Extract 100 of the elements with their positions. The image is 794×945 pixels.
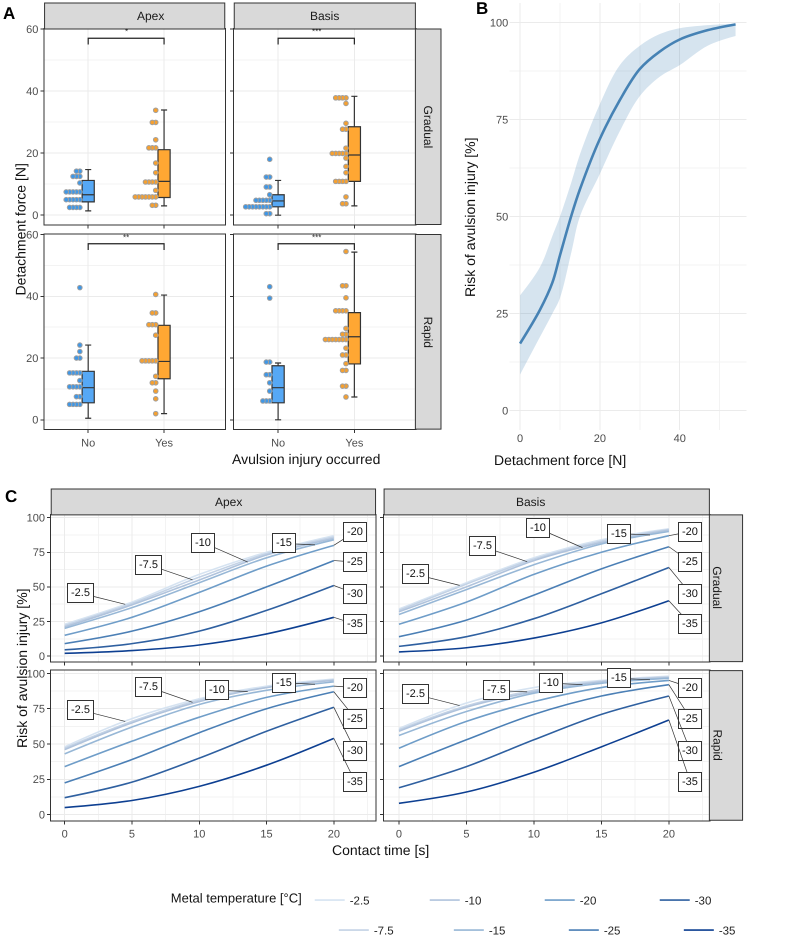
y-tick-label: 75: [32, 547, 46, 560]
legend-label: -2.5: [350, 896, 370, 908]
text: -30: [682, 745, 698, 757]
x-tick-label: 20: [662, 828, 676, 840]
legend-label: -25: [604, 926, 620, 938]
y-tick-label: 0: [32, 210, 38, 222]
annotation: ***: [312, 27, 322, 36]
chart-title: Apex: [215, 495, 242, 509]
x-axis-title: Avulsion injury occurred: [232, 451, 380, 467]
legend-label: -7.5: [374, 926, 394, 938]
series-label: -20: [347, 682, 363, 694]
x-tick-label: 15: [260, 828, 273, 840]
y-tick-label: 25: [32, 616, 46, 628]
text: A: [3, 4, 16, 23]
y-tick-label: 25: [32, 774, 46, 786]
y-tick-label: 100: [26, 668, 46, 680]
text: -2.5: [71, 587, 90, 599]
x-axis-title: Detachment force [N]: [494, 452, 626, 468]
text: Rapid: [710, 729, 724, 761]
text: -35: [347, 618, 363, 630]
text: Gradual: [420, 106, 435, 148]
y-tick-label: 0: [38, 809, 46, 822]
legend-title: Metal temperature [°C]: [170, 890, 302, 906]
x-tick-label: 15: [595, 828, 608, 840]
x-tick-label: Yes: [345, 437, 364, 450]
x-tick-label: 5: [463, 828, 470, 840]
legend-label: -10: [464, 896, 482, 908]
annotation: *: [125, 27, 128, 36]
text: -7.5: [139, 559, 158, 571]
series-label: -15: [611, 672, 627, 684]
y-tick-label: 60: [26, 229, 38, 242]
series-label: -15: [611, 528, 627, 540]
text: -20: [347, 526, 363, 538]
text: -30: [347, 745, 363, 757]
text: -10: [195, 537, 211, 549]
y-tick-label: 60: [26, 24, 38, 36]
chart-title: Basis: [310, 9, 340, 23]
y-tick-label: 25: [496, 308, 508, 320]
series-label: -7.5: [487, 684, 506, 696]
y-tick-label: 20: [26, 148, 38, 160]
series-label: -25: [682, 556, 698, 568]
text: -35: [347, 776, 363, 788]
x-tick-label: 10: [528, 828, 540, 840]
annotation: **: [123, 233, 130, 242]
text: -35: [682, 776, 698, 788]
text: Gradual: [710, 566, 724, 609]
text: -30: [682, 588, 698, 600]
series-label: -2.5: [71, 704, 90, 716]
series-label: -2.5: [406, 688, 425, 700]
y-tick-label: 50: [496, 211, 508, 224]
y-tick-label: 50: [32, 582, 46, 594]
series-label: -10: [543, 677, 559, 689]
series-label: -7.5: [139, 681, 158, 693]
series-label: -15: [276, 677, 292, 689]
x-tick-label: 20: [594, 433, 606, 446]
x-tick-label: 0: [516, 433, 524, 446]
text: -25: [347, 713, 363, 725]
y-tick-label: 40: [26, 86, 38, 98]
x-tick-label: Yes: [155, 437, 174, 450]
text: -25: [347, 556, 363, 568]
text: -30: [347, 588, 363, 600]
y-tick-label: 0: [502, 406, 508, 418]
x-tick-label: 0: [396, 828, 402, 840]
x-tick-label: 5: [128, 828, 136, 840]
y-tick-label: 40: [26, 291, 38, 304]
x-tick-label: 0: [62, 828, 68, 840]
series-label: -2.5: [406, 568, 425, 580]
x-tick-label: No: [81, 437, 96, 450]
x-tick-label: 40: [674, 433, 686, 446]
y-tick-label: 20: [26, 352, 38, 365]
legend-label: -20: [580, 896, 596, 908]
y-tick-label: 75: [496, 114, 508, 126]
x-tick-label: 20: [328, 828, 340, 840]
y-tick-label: 0: [38, 650, 46, 663]
series-label: -7.5: [473, 540, 492, 552]
y-tick-label: 50: [32, 738, 46, 751]
y-tick-label: 0: [32, 414, 38, 427]
annotation: ***: [312, 233, 322, 242]
text: -15: [276, 537, 292, 549]
x-axis-title: Contact time [s]: [332, 842, 430, 858]
legend-label: -35: [718, 926, 736, 938]
text: B: [476, 0, 488, 18]
chart-title: Basis: [516, 495, 546, 509]
series-label: -20: [682, 682, 698, 694]
series-label: -10: [209, 684, 225, 696]
legend-label: -15: [488, 926, 506, 938]
text: C: [5, 487, 18, 506]
legend-label: -30: [694, 896, 712, 908]
series-label: -20: [682, 526, 698, 538]
x-tick-label: 10: [193, 828, 206, 840]
x-tick-label: No: [271, 437, 286, 450]
y-tick-label: 100: [26, 512, 46, 525]
y-tick-label: 100: [490, 17, 508, 30]
text: -25: [682, 713, 698, 725]
y-axis-title: Risk of avulsion injury [%]: [462, 137, 478, 297]
chart-title: Apex: [137, 9, 164, 23]
series-label: -35: [682, 618, 698, 630]
text: Rapid: [420, 316, 435, 348]
y-tick-label: 75: [32, 704, 46, 716]
series-label: -10: [530, 522, 546, 534]
